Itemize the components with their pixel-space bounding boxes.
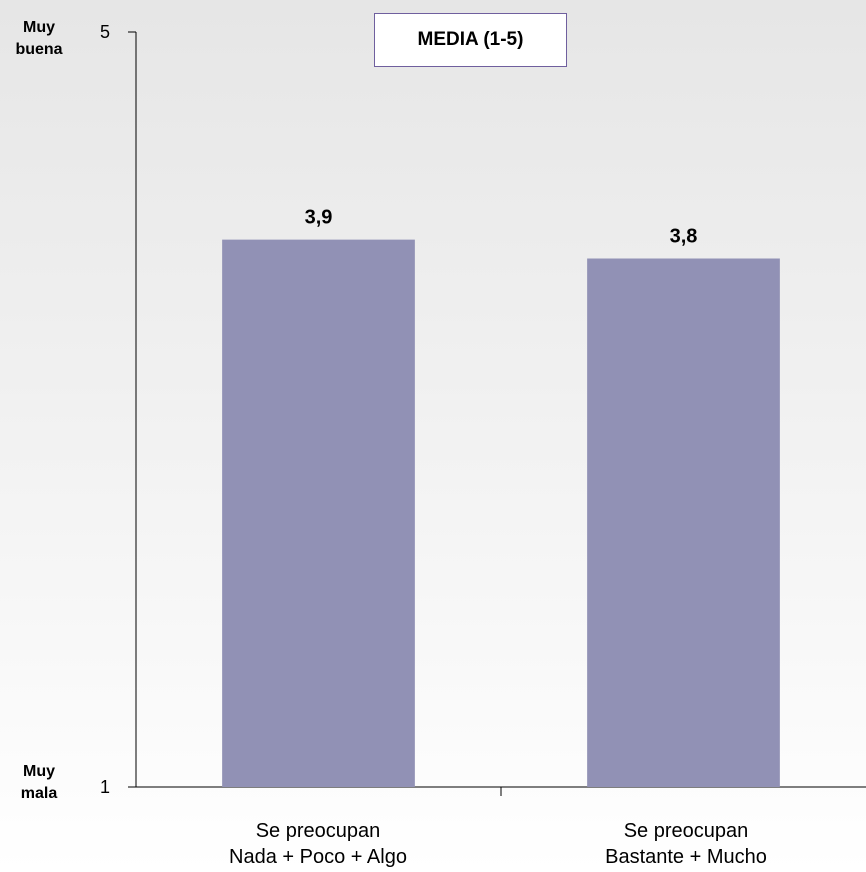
bar xyxy=(222,239,415,787)
category-label-1-line-1: Se preocupan xyxy=(255,820,381,842)
chart-title: MEDIA (1-5) xyxy=(374,13,567,67)
category-label-1-line-2: Nada + Poco + Algo xyxy=(229,846,407,868)
y-bottom-label-line-1: Muy xyxy=(23,763,55,780)
category-label-2: Se preocupan Bastante + Mucho xyxy=(516,818,856,870)
y-tick-label: 5 xyxy=(100,22,110,42)
y-tick-label: 1 xyxy=(100,777,110,797)
data-label: 3,8 xyxy=(670,226,698,248)
category-label-1: Se preocupan Nada + Poco + Algo xyxy=(148,818,488,870)
category-label-2-line-2: Bastante + Mucho xyxy=(605,846,767,868)
bar xyxy=(587,258,780,787)
y-bottom-label-line-2: mala xyxy=(20,785,58,802)
y-top-label-line-1: Muy xyxy=(23,19,55,36)
y-bottom-label: Muy mala xyxy=(0,761,78,805)
data-label: 3,9 xyxy=(305,207,333,229)
y-top-label-line-2: buena xyxy=(15,41,63,58)
category-label-2-line-1: Se preocupan xyxy=(623,820,749,842)
y-top-label: Muy buena xyxy=(0,17,78,61)
